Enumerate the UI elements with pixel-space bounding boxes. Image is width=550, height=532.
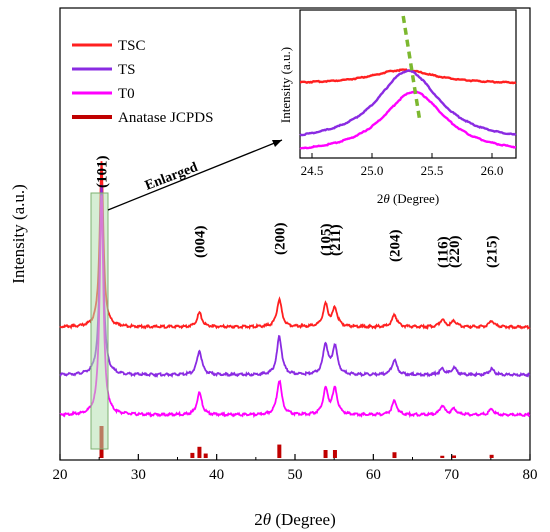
peak-label: (215) — [485, 236, 501, 269]
legend-label: T0 — [118, 86, 135, 102]
inset-x-tick-label: 25.5 — [421, 163, 444, 178]
main-y-axis-title: Intensity (a.u.) — [9, 184, 28, 284]
legend-label: TS — [118, 62, 136, 78]
series-line-t0 — [59, 195, 531, 419]
x-tick-label: 40 — [209, 467, 224, 483]
peak-label: (116) — [435, 236, 451, 268]
inset-x-ticks: 24.5 25.0 25.5 26.0 — [301, 153, 504, 178]
peak-label: (211) — [328, 224, 344, 256]
x-tick-label: 50 — [288, 467, 303, 483]
peak-shift-dashed-line — [401, 15, 422, 123]
enlarged-label: Enlarged — [143, 160, 200, 194]
inset-x-axis-title: 2θ (Degree) — [377, 191, 439, 206]
jcpds-sticks — [99, 426, 494, 458]
x-tick-label: 70 — [444, 467, 459, 483]
x-tick-label: 30 — [131, 467, 146, 483]
enlarged-arrowhead — [272, 140, 282, 147]
inset-x-tick-label: 26.0 — [481, 163, 504, 178]
peak-label: (101) — [95, 156, 111, 189]
legend: TSC TS T0 Anatase JCPDS — [72, 38, 213, 126]
inset-plot: 24.5 25.0 25.5 26.0 Intensity (a.u.) 2θ (De… — [278, 9, 517, 206]
inset-series-group — [299, 15, 517, 150]
peak-label: (004) — [192, 226, 208, 259]
series-line-tsc — [59, 161, 531, 331]
inset-series-line-t0 — [299, 90, 517, 150]
inset-y-axis-title: Intensity (a.u.) — [278, 47, 293, 123]
peak-label: (200) — [272, 223, 288, 256]
main-x-ticks: 20 30 40 50 60 70 80 — [53, 454, 538, 483]
legend-label: Anatase JCPDS — [118, 110, 213, 126]
x-tick-label: 60 — [366, 467, 381, 483]
x-tick-label: 20 — [53, 467, 68, 483]
enlarged-arrow — [107, 139, 283, 211]
legend-label: TSC — [118, 38, 146, 54]
peak-label: (204) — [387, 230, 403, 263]
main-series-group — [59, 161, 531, 419]
main-x-axis-title: 2θ (Degree) — [254, 510, 336, 529]
inset-x-tick-label: 25.0 — [361, 163, 384, 178]
series-line-ts — [59, 184, 531, 379]
peak-labels: (101) (004) (200) (105)(211) (204) (116)(220)… — [95, 156, 501, 269]
highlight-box-101 — [90, 192, 109, 450]
x-tick-label: 80 — [523, 467, 538, 483]
inset-series-line-ts — [299, 69, 517, 137]
inset-x-tick-label: 24.5 — [301, 163, 324, 178]
peak-label: (105) — [319, 224, 335, 257]
peak-label: (220) — [447, 236, 463, 269]
inset-frame — [299, 9, 517, 159]
